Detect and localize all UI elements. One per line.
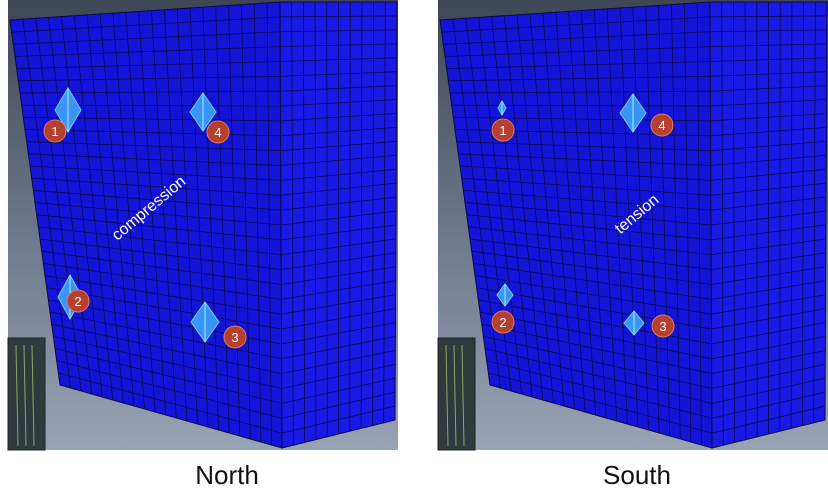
marker-number: 1 bbox=[499, 123, 506, 138]
marker-number: 3 bbox=[659, 319, 666, 334]
marker-number: 2 bbox=[74, 294, 81, 309]
panel: 1234tensionSouth bbox=[438, 0, 828, 490]
panel-caption: South bbox=[603, 460, 671, 490]
support-post bbox=[8, 338, 45, 450]
marker-number: 3 bbox=[231, 330, 238, 345]
marker-number: 2 bbox=[499, 315, 506, 330]
marker-number: 1 bbox=[51, 124, 58, 139]
marker-number: 4 bbox=[658, 118, 665, 133]
figure: 1234compressionNorth1234tensionSouth bbox=[0, 0, 828, 494]
support-post bbox=[438, 338, 475, 450]
marker-number: 4 bbox=[214, 125, 221, 140]
panel-caption: North bbox=[195, 460, 259, 490]
